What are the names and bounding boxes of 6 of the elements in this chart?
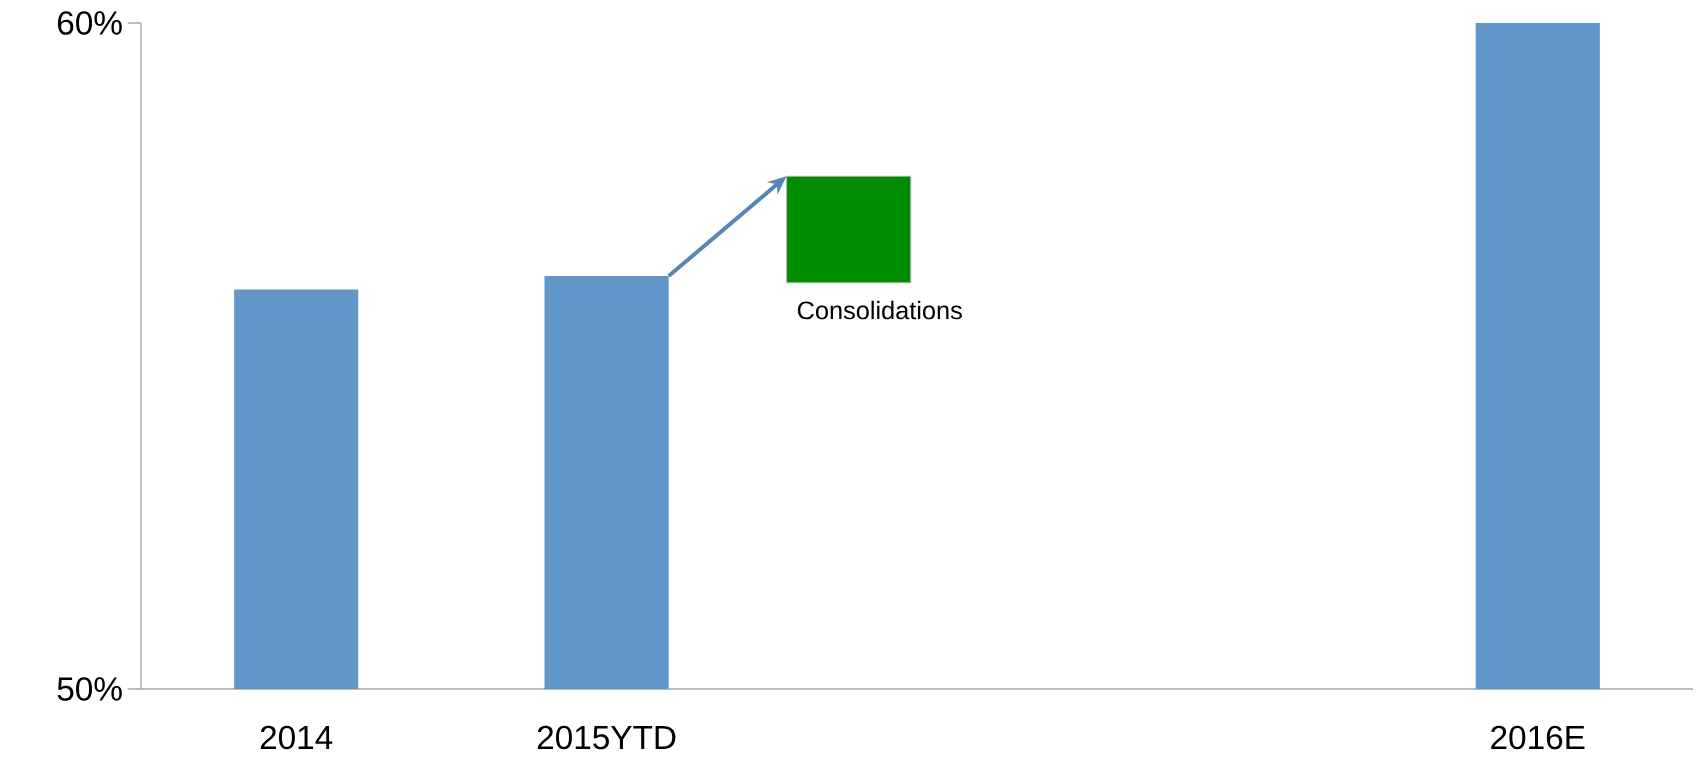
x-tick-label: 2016E xyxy=(1491,725,1585,750)
y-tick-label: 50% xyxy=(57,677,122,701)
y-tick-label: 60% xyxy=(57,11,122,35)
x-tick-label: 2015YTD xyxy=(537,725,676,750)
annotation: Consolidations xyxy=(797,300,962,320)
x-tick-label: 2014 xyxy=(260,725,333,750)
